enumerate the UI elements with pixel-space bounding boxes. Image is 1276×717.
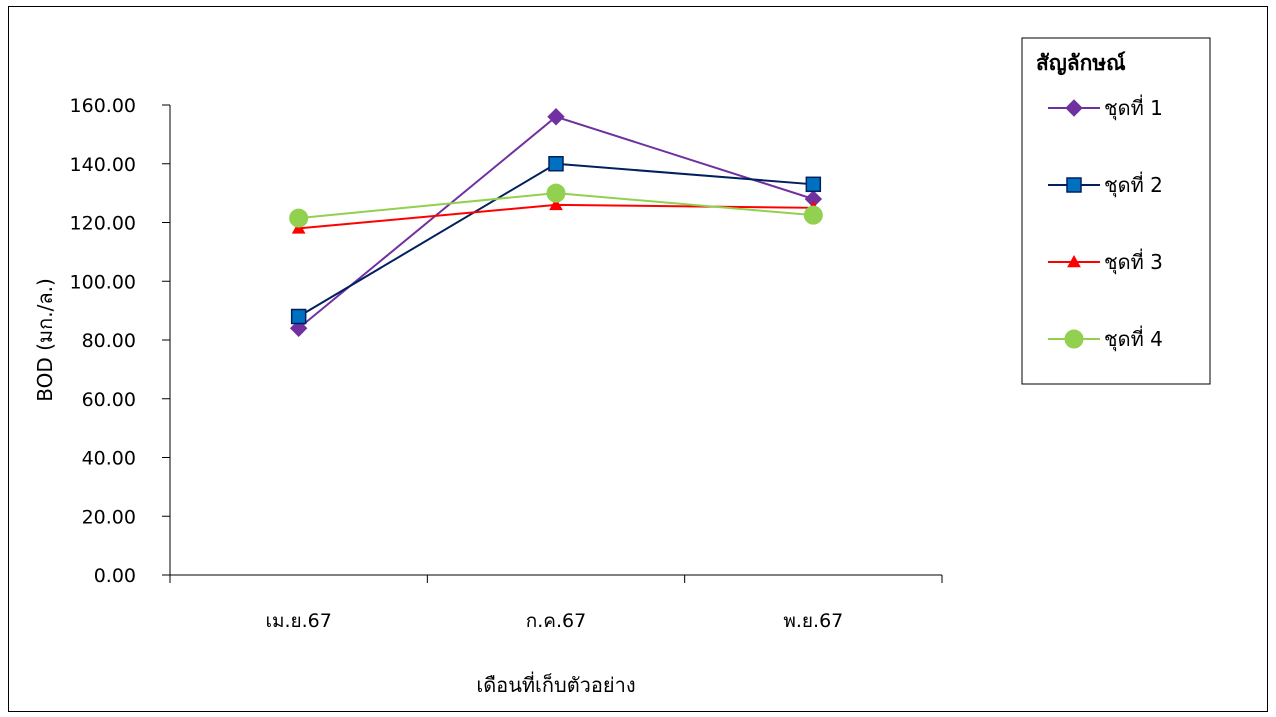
data-point [291,221,306,234]
y-tick-label: 80.00 [82,330,136,352]
legend-item: ชุดที่ 4 [1048,325,1163,352]
legend-item: ชุดที่ 2 [1048,171,1163,198]
series-2 [290,156,822,325]
x-tick-label: ก.ค.67 [526,610,586,632]
y-tick-label: 120.00 [70,213,136,235]
data-point [289,208,309,228]
y-tick-label: 0.00 [94,565,136,587]
legend-marker [1066,177,1082,193]
data-point [290,308,307,325]
series-4 [289,183,823,228]
legend-marker [1067,254,1081,268]
data-point [805,176,822,193]
legend-item: ชุดที่ 1 [1048,94,1163,121]
legend-label: ชุดที่ 1 [1104,94,1163,121]
legend-label: ชุดที่ 4 [1104,325,1163,352]
legend-box [1021,37,1211,385]
x-tick-label: เม.ย.67 [265,610,331,632]
legend-label: ชุดที่ 2 [1104,171,1163,198]
series-line [298,115,814,330]
legend-item: ชุดที่ 3 [1048,248,1163,275]
series-3 [291,197,821,234]
x-tick-label: พ.ย.67 [783,610,843,632]
plot-area [289,108,823,337]
y-axis-title: BOD (มก./ล.) [33,278,57,401]
data-point [546,183,566,203]
legend-title: สัญลักษณ์ [1036,51,1126,76]
data-point [547,108,565,126]
y-tick-label: 20.00 [82,506,136,528]
y-tick-label: 140.00 [70,154,136,176]
data-point [803,205,823,225]
data-point [548,156,564,172]
legend-label: ชุดที่ 3 [1104,248,1163,275]
y-tick-label: 160.00 [70,95,136,117]
y-tick-label: 60.00 [82,389,136,411]
axes: 0.00 20.00 40.00 60.00 80.00 100.00 120.00 140.… [70,95,943,632]
series-1 [289,108,823,337]
y-tick-label: 100.00 [70,271,136,293]
y-tick-label: 40.00 [82,448,136,470]
data-point [549,197,563,211]
legend: สัญลักษณ์ ชุดที่ 1 ชุดที่ 2 ชุดที่ 3 ชุดที่… [1021,37,1211,385]
legend-marker [1064,329,1084,349]
x-axis-title: เดือนที่เก็บตัวอย่าง [476,671,635,697]
legend-marker [1065,99,1083,117]
